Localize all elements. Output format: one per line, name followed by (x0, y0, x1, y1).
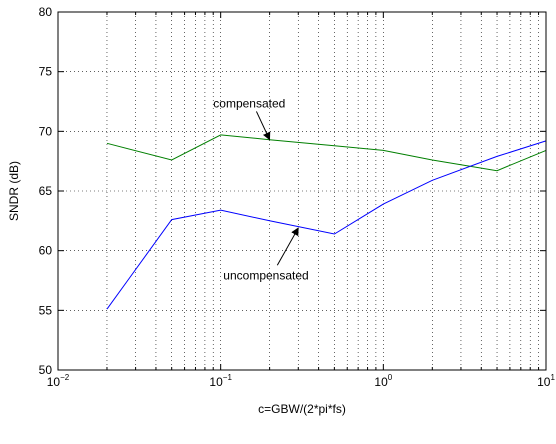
y-tick-label: 80 (39, 5, 53, 19)
grid (58, 12, 546, 370)
y-tick-label: 65 (39, 184, 53, 198)
x-tick-label: 100 (374, 373, 392, 389)
x-tick-label: 10−2 (47, 373, 70, 389)
x-axis-label: c=GBW/(2*pi*fs) (258, 402, 346, 416)
x-tick-label: 10−1 (209, 373, 232, 389)
annotation-uncompensated: uncompensated (223, 268, 308, 282)
series-layer (106, 134, 547, 310)
series-line-compensated (106, 134, 547, 172)
annotation-compensated: compensated (213, 96, 285, 110)
y-axis-label: SNDR (dB) (7, 161, 21, 221)
y-tick-label: 55 (39, 303, 53, 317)
y-tick-label: 60 (39, 244, 53, 258)
annotation-arrow (276, 227, 299, 266)
y-tick-label: 75 (39, 65, 53, 79)
y-tick-label: 50 (39, 363, 53, 377)
y-tick-label: 70 (39, 124, 53, 138)
x-tick-label: 101 (537, 373, 555, 389)
annotation-arrow (255, 111, 271, 141)
annotation-layer: compensated uncompensated (213, 96, 308, 282)
tick-layer: 50 55 60 65 70 75 80 10−2 10−1 100 101 (39, 5, 556, 389)
series-line-uncompensated (106, 140, 547, 310)
